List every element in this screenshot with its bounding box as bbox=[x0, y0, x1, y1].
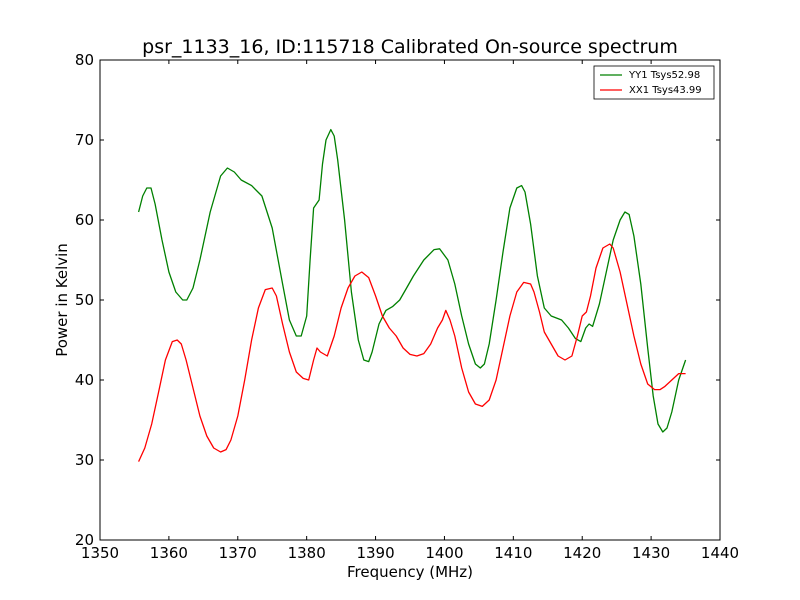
y-tick-label: 20 bbox=[75, 531, 94, 549]
legend-label-yy1: YY1 Tsys52.98 bbox=[628, 70, 700, 81]
legend: YY1 Tsys52.98 XX1 Tsys43.99 bbox=[593, 65, 715, 100]
series-lines bbox=[137, 128, 687, 462]
y-tick-label: 80 bbox=[75, 51, 94, 69]
x-tick-label: 1430 bbox=[632, 544, 670, 562]
chart-title: psr_1133_16, ID:115718 Calibrated On-sou… bbox=[142, 36, 678, 58]
legend-box bbox=[593, 65, 715, 100]
x-tick-label: 1360 bbox=[150, 544, 188, 562]
x-axis-label: Frequency (MHz) bbox=[347, 563, 473, 581]
series-line-yy1 bbox=[137, 128, 687, 433]
plot-frame bbox=[99, 59, 721, 541]
x-tick-label: 1380 bbox=[288, 544, 326, 562]
x-tick-label: 1410 bbox=[494, 544, 532, 562]
axis-ticks: 1350 1360 1370 1380 1390 1400 1410 1420 1430 1440… bbox=[75, 51, 739, 562]
x-tick-label: 1440 bbox=[701, 544, 739, 562]
legend-label-xx1: XX1 Tsys43.99 bbox=[629, 85, 702, 96]
y-axis-label: Power in Kelvin bbox=[53, 243, 71, 357]
x-tick-label: 1390 bbox=[356, 544, 394, 562]
y-tick-label: 50 bbox=[75, 291, 94, 309]
y-tick-label: 40 bbox=[75, 371, 94, 389]
y-tick-label: 60 bbox=[75, 211, 94, 229]
x-tick-label: 1370 bbox=[219, 544, 257, 562]
y-tick-label: 30 bbox=[75, 451, 94, 469]
y-tick-label: 70 bbox=[75, 131, 94, 149]
x-tick-label: 1420 bbox=[563, 544, 601, 562]
series-line-xx1 bbox=[138, 243, 686, 462]
x-tick-label: 1400 bbox=[425, 544, 463, 562]
x-tick-label: 1350 bbox=[81, 544, 119, 562]
